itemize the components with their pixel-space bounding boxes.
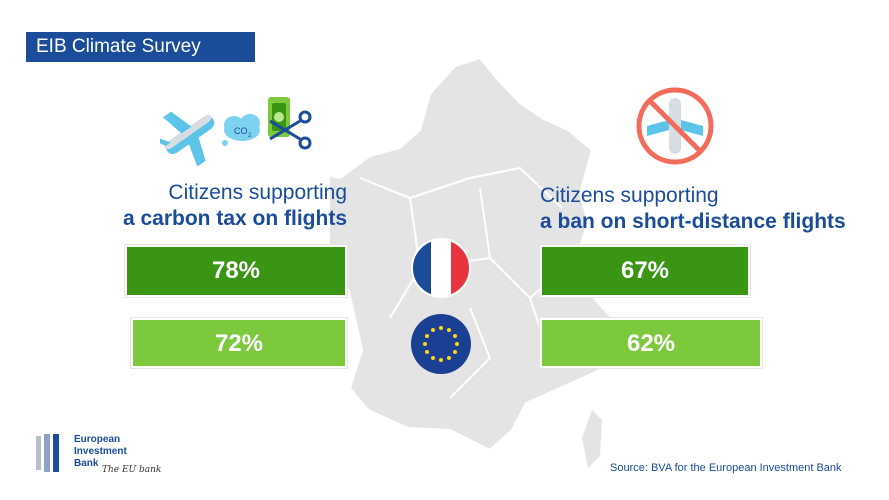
- logo-text: European Investment Bank: [74, 434, 127, 470]
- heading-line1: Citizens supporting: [168, 181, 347, 204]
- no-flights-icon: [636, 87, 714, 165]
- flight-ban-heading: Citizens supporting a ban on short-dista…: [540, 183, 880, 235]
- heading-line2: a carbon tax on flights: [122, 207, 347, 230]
- airplane-icon: [160, 111, 215, 167]
- corsica-shape: [582, 410, 602, 468]
- eu-stars-ring: [423, 326, 459, 362]
- france-flag-icon: [411, 238, 471, 298]
- flight-ban-eu-bar: 62%: [540, 318, 762, 368]
- logo-line1: European: [74, 434, 121, 445]
- logo-line3: Bank: [74, 458, 99, 469]
- scissors-icon: [269, 110, 312, 150]
- eib-logo: European Investment Bank The EU bank: [36, 434, 166, 478]
- co2-cloud-icon: CO 2: [222, 114, 260, 146]
- eu-flag-icon: [411, 314, 471, 374]
- heading-line2: a ban on short-distance flights: [540, 210, 846, 233]
- svg-text:CO: CO: [234, 126, 248, 136]
- carbon-tax-icons: CO 2: [160, 97, 312, 167]
- carbon-tax-eu-bar: 72%: [131, 318, 347, 368]
- page-title: EIB Climate Survey: [26, 32, 255, 62]
- flight-ban-france-bar: 67%: [540, 245, 750, 297]
- source-note: Source: BVA for the European Investment …: [610, 462, 842, 474]
- logo-line2: Investment: [74, 446, 127, 457]
- carbon-tax-france-bar: 78%: [125, 245, 347, 297]
- svg-text:2: 2: [248, 133, 252, 139]
- heading-line1: Citizens supporting: [540, 184, 719, 207]
- carbon-tax-heading: Citizens supporting a carbon tax on flig…: [90, 180, 347, 232]
- logo-tagline: The EU bank: [102, 465, 162, 475]
- eib-logo-mark: [36, 434, 59, 472]
